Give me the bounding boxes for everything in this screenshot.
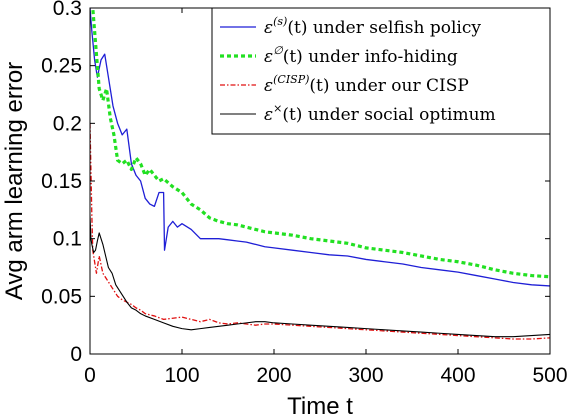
- axes-layer: 0 100 200 300 400 500 0 0.05 0.1 0.15 0.2 0.25 0.3: [41, 0, 567, 387]
- legend-entry-info_hiding: ε∅(t) under info-hiding: [264, 44, 458, 67]
- series-line-info_hiding: [91, 8, 550, 279]
- x-tick-label: 500: [532, 364, 567, 387]
- legend-entry-social_opt: ε×(t) under social optimum: [264, 102, 496, 125]
- legend-label: (t) under selfish policy: [287, 18, 481, 38]
- legend-label: (t) under info-hiding: [283, 47, 458, 67]
- y-tick-label: 0.25: [41, 55, 82, 78]
- x-tick-label: 200: [256, 364, 291, 387]
- legend-superscript: ∅: [273, 44, 283, 57]
- series-line-social_opt: [90, 215, 550, 338]
- y-tick-label: 0.1: [53, 228, 82, 251]
- x-tick-label: 300: [348, 364, 383, 387]
- legend-symbol: ε: [264, 105, 273, 125]
- x-tick-label: 100: [164, 364, 199, 387]
- legend-box: [211, 7, 551, 135]
- y-tick-label: 0: [70, 343, 82, 366]
- x-tick-label: 400: [440, 364, 475, 387]
- legend-superscript: (s): [273, 15, 287, 28]
- legend-superscript: (CISP): [273, 73, 309, 86]
- legend-entry-cisp: ε(CISP)(t) under our CISP: [264, 73, 469, 96]
- legend-symbol: ε: [264, 76, 273, 96]
- x-axis-label: Time t: [287, 393, 353, 420]
- legend-superscript: ×: [273, 102, 282, 115]
- legend-symbol: ε: [264, 47, 273, 67]
- y-tick-label: 0.2: [53, 112, 82, 135]
- legend-label: (t) under social optimum: [282, 105, 495, 125]
- y-axis-label: Avg arm learning error: [1, 62, 28, 300]
- legend-symbol: ε: [264, 18, 273, 38]
- series-layer: [90, 8, 550, 340]
- x-tick-label: 0: [84, 364, 96, 387]
- y-tick-label: 0.15: [41, 170, 82, 193]
- series-line-cisp: [90, 123, 550, 340]
- y-tick-label: 0.3: [53, 0, 82, 20]
- legend-entry-selfish: ε(s)(t) under selfish policy: [264, 15, 481, 38]
- legend-label: (t) under our CISP: [309, 76, 468, 96]
- series-line-selfish: [90, 8, 550, 287]
- y-tick-label: 0.05: [41, 285, 82, 308]
